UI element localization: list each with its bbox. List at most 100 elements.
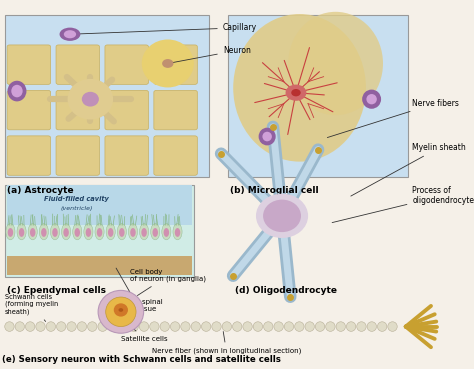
Text: Satellite cells: Satellite cells <box>121 321 167 342</box>
Ellipse shape <box>129 322 138 331</box>
Ellipse shape <box>60 28 81 41</box>
Ellipse shape <box>118 308 123 312</box>
FancyBboxPatch shape <box>7 184 192 225</box>
Ellipse shape <box>142 39 194 87</box>
Ellipse shape <box>108 322 118 331</box>
Ellipse shape <box>285 85 306 101</box>
Ellipse shape <box>141 228 147 237</box>
Ellipse shape <box>175 228 180 237</box>
Ellipse shape <box>162 224 171 240</box>
Ellipse shape <box>52 228 58 237</box>
Text: Nerve fibers: Nerve fibers <box>328 99 459 138</box>
Ellipse shape <box>274 322 283 331</box>
Text: (b) Microglial cell: (b) Microglial cell <box>230 186 319 195</box>
Text: Fluid-filled cavity: Fluid-filled cavity <box>45 196 109 202</box>
Ellipse shape <box>315 322 325 331</box>
Ellipse shape <box>326 322 335 331</box>
FancyBboxPatch shape <box>7 136 51 175</box>
Ellipse shape <box>56 322 66 331</box>
Ellipse shape <box>98 290 144 333</box>
FancyBboxPatch shape <box>5 15 209 177</box>
Ellipse shape <box>106 297 136 327</box>
Ellipse shape <box>295 322 304 331</box>
Text: Nerve fiber (shown in longitudinal section): Nerve fiber (shown in longitudinal secti… <box>152 331 301 354</box>
Ellipse shape <box>346 322 356 331</box>
Ellipse shape <box>362 90 381 109</box>
FancyBboxPatch shape <box>56 45 100 85</box>
Ellipse shape <box>128 224 137 240</box>
Ellipse shape <box>74 228 80 237</box>
Ellipse shape <box>15 322 25 331</box>
Ellipse shape <box>41 228 46 237</box>
Ellipse shape <box>39 224 48 240</box>
Ellipse shape <box>118 322 128 331</box>
Text: Brain or spinal
cord tissue: Brain or spinal cord tissue <box>112 268 163 312</box>
Ellipse shape <box>8 228 13 237</box>
Ellipse shape <box>98 322 107 331</box>
Text: Neuron: Neuron <box>171 46 251 63</box>
Text: (c) Ependymal cells: (c) Ependymal cells <box>7 286 106 295</box>
Ellipse shape <box>367 322 376 331</box>
Ellipse shape <box>264 322 273 331</box>
Ellipse shape <box>30 228 36 237</box>
Ellipse shape <box>84 224 93 240</box>
Ellipse shape <box>162 59 173 68</box>
Ellipse shape <box>19 228 24 237</box>
Ellipse shape <box>17 224 26 240</box>
Ellipse shape <box>5 322 14 331</box>
Ellipse shape <box>119 228 125 237</box>
Text: Myelin sheath: Myelin sheath <box>351 143 466 196</box>
Ellipse shape <box>62 224 71 240</box>
Ellipse shape <box>233 322 242 331</box>
Ellipse shape <box>6 224 15 240</box>
Ellipse shape <box>336 322 346 331</box>
Ellipse shape <box>181 322 190 331</box>
Text: Cell body
of neuron (in ganglia): Cell body of neuron (in ganglia) <box>130 269 206 296</box>
Ellipse shape <box>305 322 314 331</box>
Ellipse shape <box>150 322 159 331</box>
Ellipse shape <box>26 322 35 331</box>
Ellipse shape <box>117 224 127 240</box>
FancyBboxPatch shape <box>105 136 148 175</box>
Ellipse shape <box>28 224 37 240</box>
Ellipse shape <box>151 224 160 240</box>
Ellipse shape <box>46 322 55 331</box>
Ellipse shape <box>106 224 115 240</box>
Ellipse shape <box>64 228 69 237</box>
Ellipse shape <box>86 228 91 237</box>
Ellipse shape <box>8 81 27 101</box>
Ellipse shape <box>67 322 76 331</box>
Ellipse shape <box>82 92 99 107</box>
Ellipse shape <box>170 322 180 331</box>
Ellipse shape <box>366 94 377 104</box>
Ellipse shape <box>253 322 263 331</box>
Ellipse shape <box>173 224 182 240</box>
Ellipse shape <box>114 303 128 317</box>
FancyBboxPatch shape <box>154 45 197 85</box>
Ellipse shape <box>288 12 383 115</box>
Ellipse shape <box>233 14 366 162</box>
Ellipse shape <box>357 322 366 331</box>
Ellipse shape <box>139 322 149 331</box>
FancyBboxPatch shape <box>105 90 148 130</box>
Text: Capillary: Capillary <box>73 23 257 34</box>
Ellipse shape <box>377 322 387 331</box>
Ellipse shape <box>259 128 276 145</box>
Text: (ventricle): (ventricle) <box>61 206 93 211</box>
FancyBboxPatch shape <box>5 184 194 277</box>
Text: (d) Oligodendrocyte: (d) Oligodendrocyte <box>235 286 337 295</box>
FancyBboxPatch shape <box>105 45 148 85</box>
Ellipse shape <box>97 228 102 237</box>
Ellipse shape <box>201 322 211 331</box>
Ellipse shape <box>64 30 76 38</box>
Text: Schwann cells
(forming myelin
sheath): Schwann cells (forming myelin sheath) <box>5 294 58 321</box>
Ellipse shape <box>263 132 272 141</box>
FancyBboxPatch shape <box>7 90 51 130</box>
Ellipse shape <box>164 228 169 237</box>
Ellipse shape <box>256 194 308 238</box>
Ellipse shape <box>139 224 149 240</box>
FancyBboxPatch shape <box>56 90 100 130</box>
FancyBboxPatch shape <box>7 256 192 275</box>
Ellipse shape <box>243 322 252 331</box>
Ellipse shape <box>212 322 221 331</box>
